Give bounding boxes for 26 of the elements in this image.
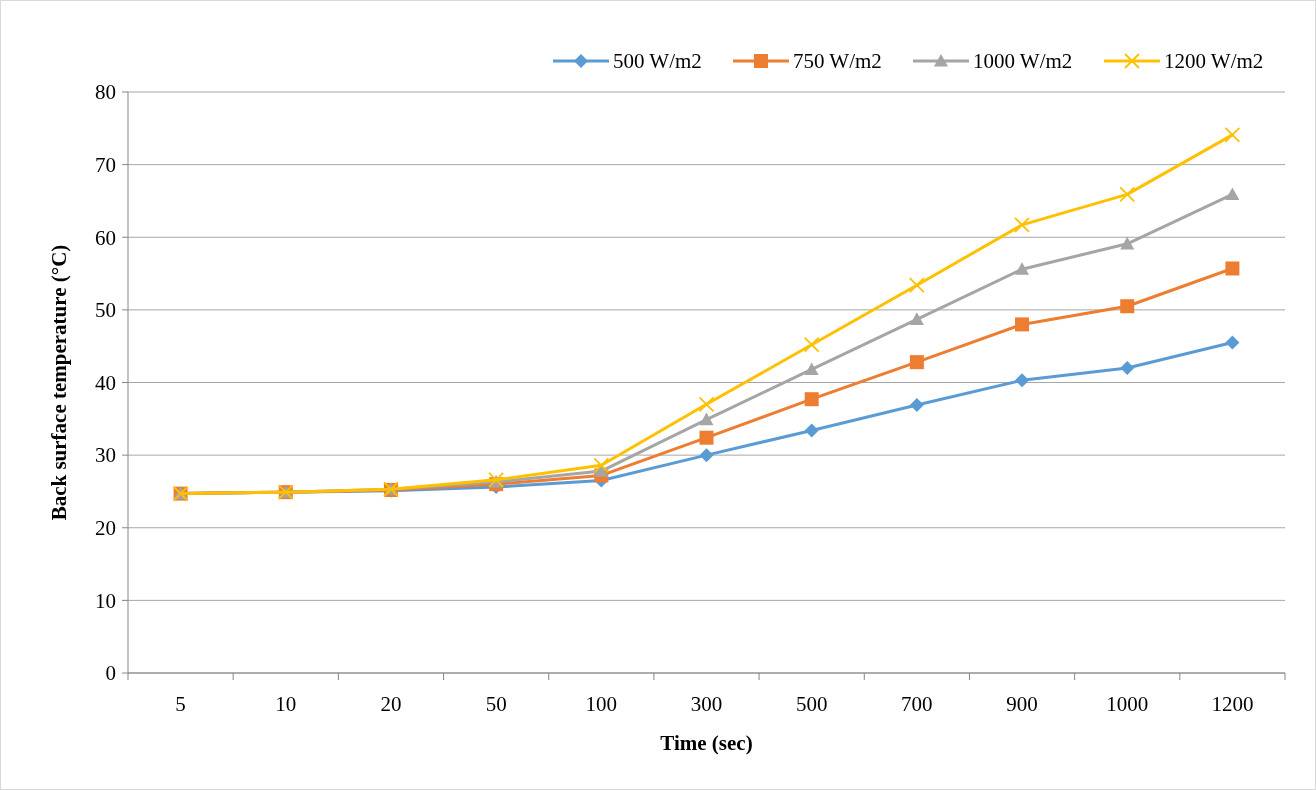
legend-label: 1000 W/m2 (973, 49, 1073, 74)
x-tick-label: 10 (275, 692, 297, 716)
x-axis-title: Time (sec) (660, 731, 753, 755)
x-tick-label: 500 (795, 692, 828, 716)
y-axis-title: Back surface temperature (°C) (47, 244, 71, 521)
y-tick-label: 70 (95, 152, 116, 177)
y-tick-label: 10 (95, 588, 116, 613)
x-tick-label: 20 (380, 692, 402, 716)
y-tick-label: 40 (95, 370, 116, 395)
y-tick-label: 30 (95, 443, 116, 468)
x-tick-label: 5 (175, 692, 186, 716)
y-tick-label: 80 (95, 80, 116, 105)
y-tick-label: 0 (105, 661, 116, 686)
legend-label: 1200 W/m2 (1164, 49, 1264, 74)
x-tick-label: 900 (1006, 692, 1038, 716)
x-tick-label: 100 (585, 692, 618, 716)
legend-label: 750 W/m2 (793, 49, 882, 74)
x-tick-label: 700 (901, 692, 933, 716)
y-tick-label: 60 (95, 225, 116, 250)
x-tick-label: 1000 (1106, 692, 1149, 716)
x-tick-label: 300 (690, 692, 723, 716)
legend-label: 500 W/m2 (613, 49, 702, 74)
y-tick-label: 50 (95, 298, 116, 323)
x-tick-label: 1200 (1211, 692, 1254, 716)
y-tick-label: 20 (95, 516, 116, 541)
x-tick-label: 50 (485, 692, 507, 716)
